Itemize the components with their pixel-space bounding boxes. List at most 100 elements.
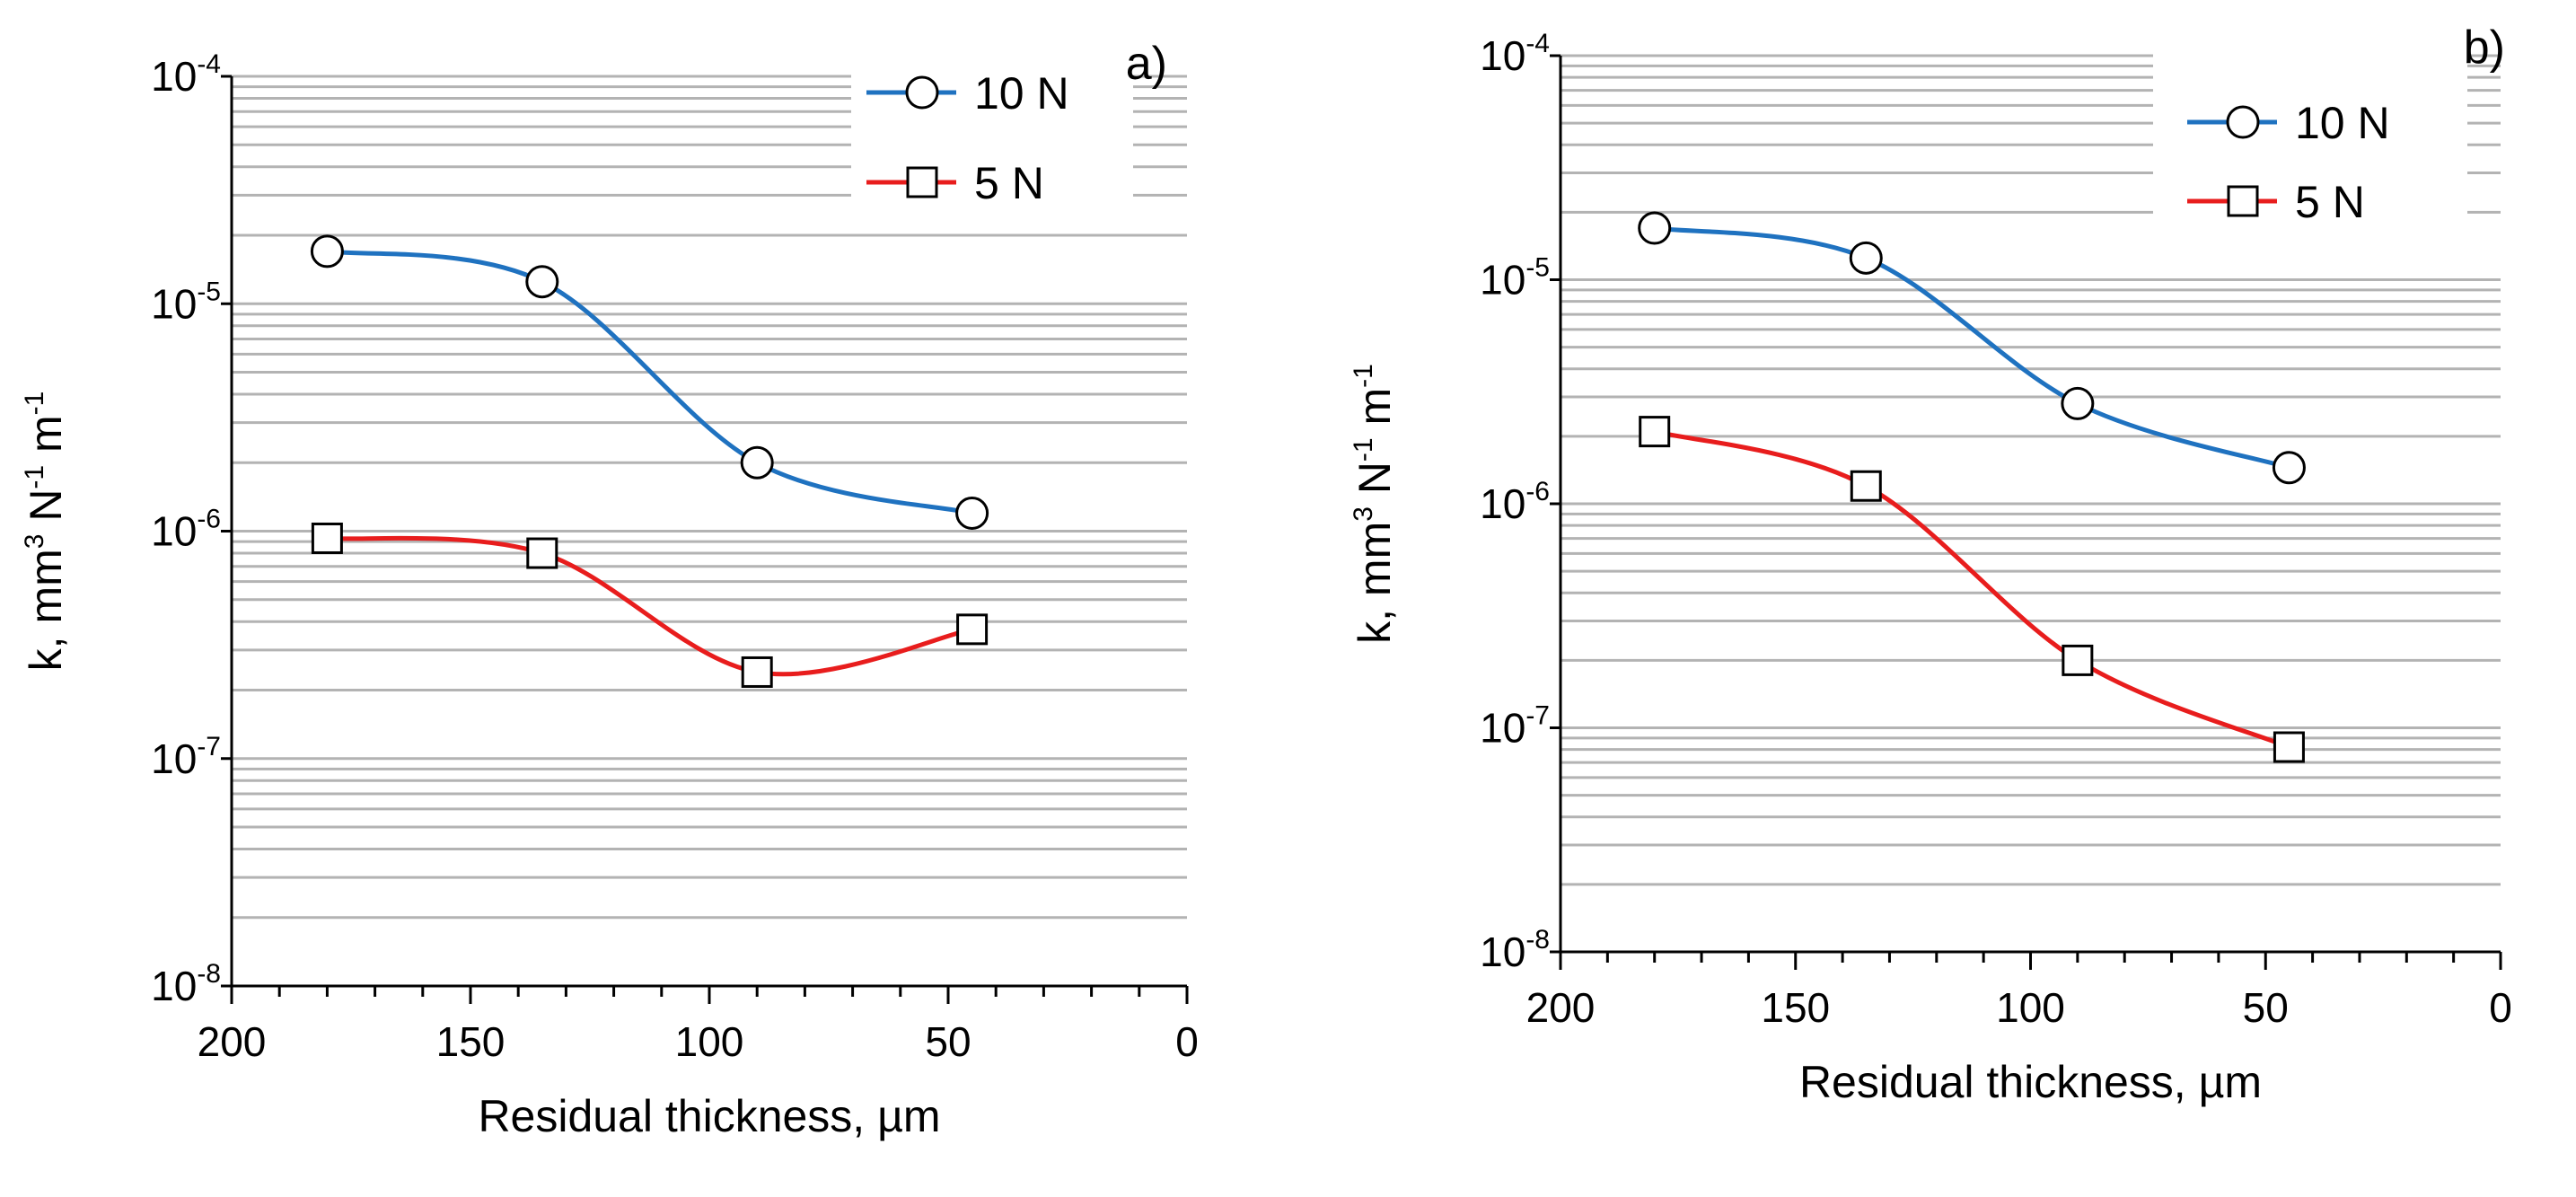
y-tick-base: 10 (1480, 705, 1525, 752)
y-tick-label: 10-8 (151, 959, 221, 1009)
legend-label: 5 N (2295, 177, 2365, 227)
y-axis-title-part: k, mm (1350, 522, 1400, 644)
data-point-square (311, 522, 343, 554)
y-tick-exponent: -4 (1525, 29, 1550, 58)
y-tick-base: 10 (1480, 257, 1525, 304)
y-tick-exponent: -7 (197, 732, 221, 761)
y-tick-exponent: -5 (197, 277, 221, 306)
x-tick-label: 100 (1996, 984, 2065, 1031)
y-axis-title-part: k, mm (21, 549, 71, 671)
legend-marker-circle (905, 75, 939, 110)
legend-entry: 10 N (2187, 98, 2390, 148)
series-line (327, 535, 973, 677)
y-tick-label: 10-4 (151, 49, 221, 100)
legend-marker-square (906, 166, 938, 198)
y-axis-title-superscript: -1 (1349, 364, 1378, 388)
series-line (1654, 429, 2290, 750)
y-axis-title-superscript: 3 (20, 534, 49, 550)
y-tick-exponent: -7 (1525, 701, 1550, 731)
x-tick-label: 0 (2489, 984, 2512, 1031)
y-tick-base: 10 (1480, 929, 1525, 975)
data-point-square (2273, 731, 2305, 763)
series-line (327, 249, 973, 515)
y-axis-title-part: N (1350, 462, 1400, 506)
y-tick-base: 10 (151, 508, 197, 555)
legend-entry: 5 N (2187, 177, 2365, 227)
y-axis-title-superscript: -1 (20, 465, 49, 489)
data-point-square (956, 613, 989, 646)
legend-entry: 10 N (866, 68, 1069, 119)
panel-label: a) (1126, 38, 1167, 90)
y-tick-label: 10-6 (151, 505, 221, 555)
x-tick-label: 150 (436, 1018, 506, 1065)
y-tick-exponent: -6 (1525, 477, 1550, 506)
y-tick-label: 10-7 (1480, 701, 1550, 752)
y-tick-base: 10 (151, 280, 197, 327)
y-gridlines (1561, 54, 2501, 886)
series-5-n (1639, 416, 2305, 763)
y-axis-title-superscript: -1 (20, 392, 49, 416)
x-axis-title: Residual thickness, µm (1799, 1057, 2262, 1107)
y-axis-title-superscript: -1 (1349, 437, 1378, 462)
x-tick-label: 50 (2243, 984, 2289, 1031)
series-line (1654, 225, 2290, 471)
data-point-circle (955, 496, 989, 530)
legend-background (851, 75, 1133, 207)
data-point-square (741, 656, 773, 688)
data-point-circle (2061, 386, 2095, 420)
data-point-square (526, 537, 558, 569)
data-point-square (1850, 470, 1882, 502)
data-point-circle (1849, 241, 1883, 275)
y-tick-exponent: -6 (197, 505, 221, 534)
x-tick-label: 200 (198, 1018, 267, 1065)
y-axis-title: k, mm3 N-1 m-1 (20, 392, 71, 672)
y-tick-label: 10-4 (1480, 29, 1550, 79)
y-tick-base: 10 (151, 735, 197, 782)
y-tick-label: 10-8 (1480, 925, 1550, 975)
y-tick-label: 10-5 (151, 277, 221, 327)
legend-marker-circle (2226, 105, 2260, 139)
legend-background (2153, 54, 2467, 226)
data-point-circle (1638, 211, 1672, 245)
y-axis-title-superscript: 3 (1349, 506, 1378, 522)
x-tick-label: 0 (1175, 1018, 1199, 1065)
data-point-square (1639, 416, 1671, 448)
series-5-n (311, 522, 989, 688)
data-point-circle (525, 265, 559, 299)
x-tick-label: 150 (1761, 984, 1830, 1031)
data-point-square (2062, 644, 2094, 676)
y-tick-exponent: -8 (1525, 925, 1550, 955)
data-point-circle (310, 234, 344, 268)
y-axis-title-part: m (1350, 388, 1400, 438)
x-tick-label: 200 (1526, 984, 1596, 1031)
legend-entry: 5 N (866, 158, 1044, 208)
legend-marker-square (2227, 185, 2259, 217)
data-point-circle (2272, 451, 2306, 485)
series-10-n (310, 234, 989, 530)
y-axis-title: k, mm3 N-1 m-1 (1349, 364, 1400, 644)
legend-label: 10 N (2295, 98, 2390, 148)
y-tick-exponent: -8 (197, 959, 221, 989)
y-tick-label: 10-5 (1480, 253, 1550, 304)
y-axis-title-part: m (21, 415, 71, 465)
x-tick-label: 100 (675, 1018, 744, 1065)
y-axis-title-part: N (21, 489, 71, 534)
panel-label: b) (2464, 22, 2505, 74)
x-axis-title: Residual thickness, µm (478, 1091, 940, 1141)
x-tick-label: 50 (925, 1018, 971, 1065)
y-tick-base: 10 (151, 963, 197, 1009)
y-tick-label: 10-7 (151, 732, 221, 782)
legend-label: 10 N (974, 68, 1069, 119)
y-tick-exponent: -5 (1525, 253, 1550, 283)
y-tick-label: 10-6 (1480, 477, 1550, 527)
y-tick-exponent: -4 (197, 49, 221, 79)
y-tick-base: 10 (1480, 32, 1525, 79)
y-tick-base: 10 (1480, 480, 1525, 527)
series-10-n (1638, 211, 2306, 485)
data-point-circle (740, 445, 774, 480)
legend-label: 5 N (974, 158, 1044, 208)
